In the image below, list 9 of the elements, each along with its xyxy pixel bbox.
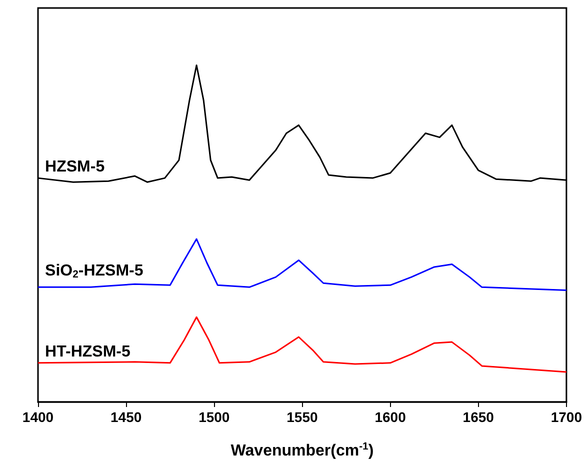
x-tick-label: 1650 — [462, 409, 494, 425]
x-tick-label: 1450 — [110, 409, 142, 425]
x-tick-label: 1700 — [550, 409, 582, 425]
series-label: HT-HZSM-5 — [45, 343, 130, 360]
x-tick-label: 1400 — [22, 409, 54, 425]
x-tick-label: 1550 — [286, 409, 318, 425]
x-tick-label: 1600 — [374, 409, 406, 425]
x-tick-label: 1500 — [198, 409, 230, 425]
series-label: HZSM-5 — [45, 158, 105, 176]
